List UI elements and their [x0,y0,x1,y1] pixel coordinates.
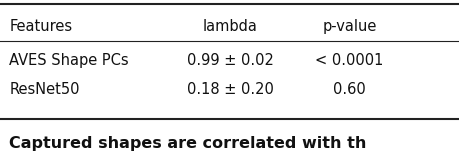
Text: Features: Features [9,19,72,33]
Text: 0.99 ± 0.02: 0.99 ± 0.02 [186,53,273,68]
Text: p-value: p-value [322,19,376,33]
Text: Captured shapes are correlated with th: Captured shapes are correlated with th [9,136,366,151]
Text: < 0.0001: < 0.0001 [315,53,383,68]
Text: 0.18 ± 0.20: 0.18 ± 0.20 [186,82,273,97]
Text: AVES Shape PCs: AVES Shape PCs [9,53,129,68]
Text: lambda: lambda [202,19,257,33]
Text: 0.60: 0.60 [332,82,365,97]
Text: ResNet50: ResNet50 [9,82,79,97]
